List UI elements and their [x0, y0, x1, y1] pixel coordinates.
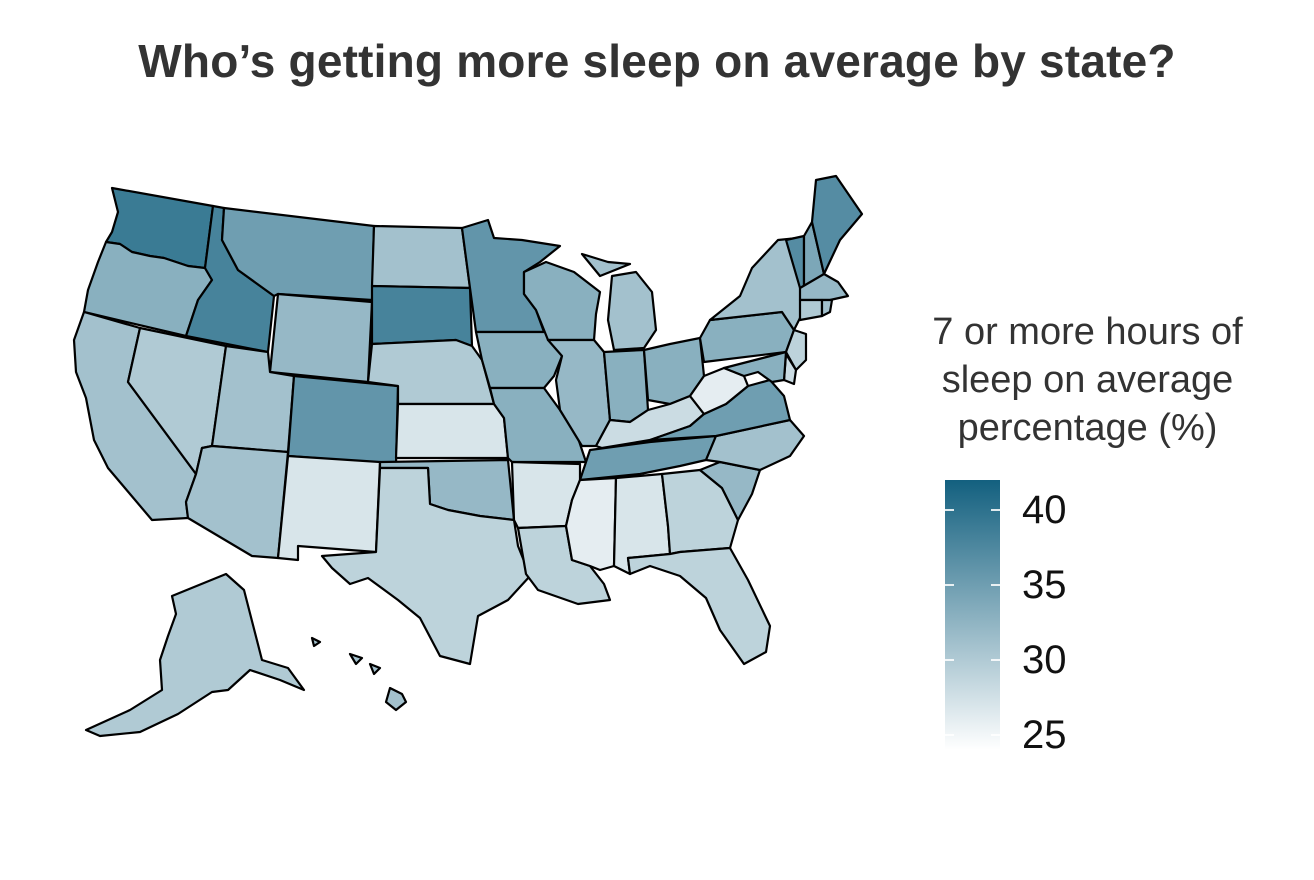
state-il[interactable] [546, 338, 612, 448]
legend-tick-label: 40 [1022, 488, 1067, 532]
legend-tick-mark [991, 659, 1000, 661]
state-co[interactable] [286, 374, 400, 466]
legend-tick-mark [945, 734, 954, 736]
state-in[interactable] [602, 348, 650, 424]
legend-title-line-1: 7 or more hours of [932, 311, 1243, 353]
state-nm[interactable] [276, 454, 382, 562]
legend-tick-mark [945, 584, 954, 586]
state-tx[interactable] [320, 466, 532, 666]
state-sd[interactable] [370, 284, 474, 348]
state-fl[interactable] [626, 546, 772, 666]
legend-tick-mark [991, 509, 1000, 511]
state-ks[interactable] [394, 402, 510, 460]
legend-tick-mark [945, 509, 954, 511]
state-ak[interactable] [84, 572, 306, 738]
legend-tick-mark [991, 584, 1000, 586]
state-wy[interactable] [268, 292, 374, 384]
state-nd[interactable] [370, 224, 472, 290]
page-title: Who’s getting more sleep on average by s… [138, 35, 1176, 87]
state-wi[interactable] [522, 260, 602, 342]
state-ms[interactable] [564, 476, 618, 572]
state-mi[interactable] [580, 252, 658, 352]
legend-title: 7 or more hours of sleep on average perc… [915, 308, 1260, 452]
state-md[interactable] [722, 350, 788, 384]
legend-tick-label: 35 [1022, 563, 1067, 607]
state-ri[interactable] [820, 298, 834, 318]
states-layer [72, 174, 864, 738]
state-hi[interactable] [310, 636, 408, 712]
legend-tick-label: 30 [1022, 638, 1067, 682]
legend-title-line-3: percentage (%) [957, 407, 1218, 449]
legend-tick-mark [991, 734, 1000, 736]
legend-tick-mark [945, 659, 954, 661]
state-az[interactable] [184, 444, 290, 560]
legend-title-line-2: sleep on average [941, 359, 1234, 401]
state-ct[interactable] [798, 298, 824, 322]
legend-tick-label: 25 [1022, 713, 1067, 757]
legend-colorbar [945, 480, 1000, 750]
state-wv[interactable] [688, 366, 750, 416]
state-me[interactable] [810, 174, 864, 276]
